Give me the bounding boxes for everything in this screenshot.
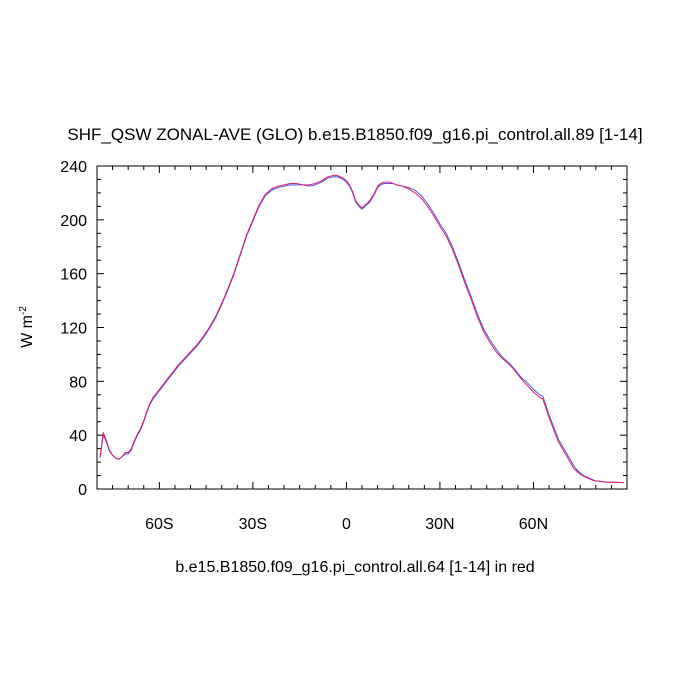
x-tick-label: 60S — [145, 516, 173, 533]
y-tick-label: 160 — [60, 267, 87, 284]
chart-title: SHF_QSW ZONAL-AVE (GLO) b.e15.B1850.f09_… — [67, 125, 642, 144]
x-tick-labels: 60S 30S 0 30N 60N — [145, 516, 548, 533]
y-axis-label: W m-2 — [18, 306, 36, 348]
series-line-red — [99, 174, 624, 484]
y-tick-label: 200 — [60, 213, 87, 230]
series-lines — [99, 174, 624, 484]
series-line-blue — [99, 176, 624, 484]
x-tick-label: 30N — [425, 516, 454, 533]
x-tick-label: 30S — [239, 516, 267, 533]
y-tick-label: 40 — [69, 428, 87, 445]
x-axis-label: b.e15.B1850.f09_g16.pi_control.all.64 [1… — [175, 559, 534, 576]
x-tick-label: 0 — [342, 516, 351, 533]
y-tick-label: 120 — [60, 321, 87, 338]
y-tick-label: 80 — [69, 374, 87, 391]
y-tick-label: 0 — [78, 482, 87, 499]
y-axis-label-exponent: -2 — [18, 306, 29, 315]
y-tick-labels: 0 40 80 120 160 200 240 — [60, 159, 87, 499]
y-tick-label: 240 — [60, 159, 87, 176]
y-axis-label-units: W m — [19, 315, 36, 348]
x-tick-label: 60N — [519, 516, 548, 533]
axis-ticks — [97, 165, 628, 490]
plot-frame — [96, 165, 628, 490]
